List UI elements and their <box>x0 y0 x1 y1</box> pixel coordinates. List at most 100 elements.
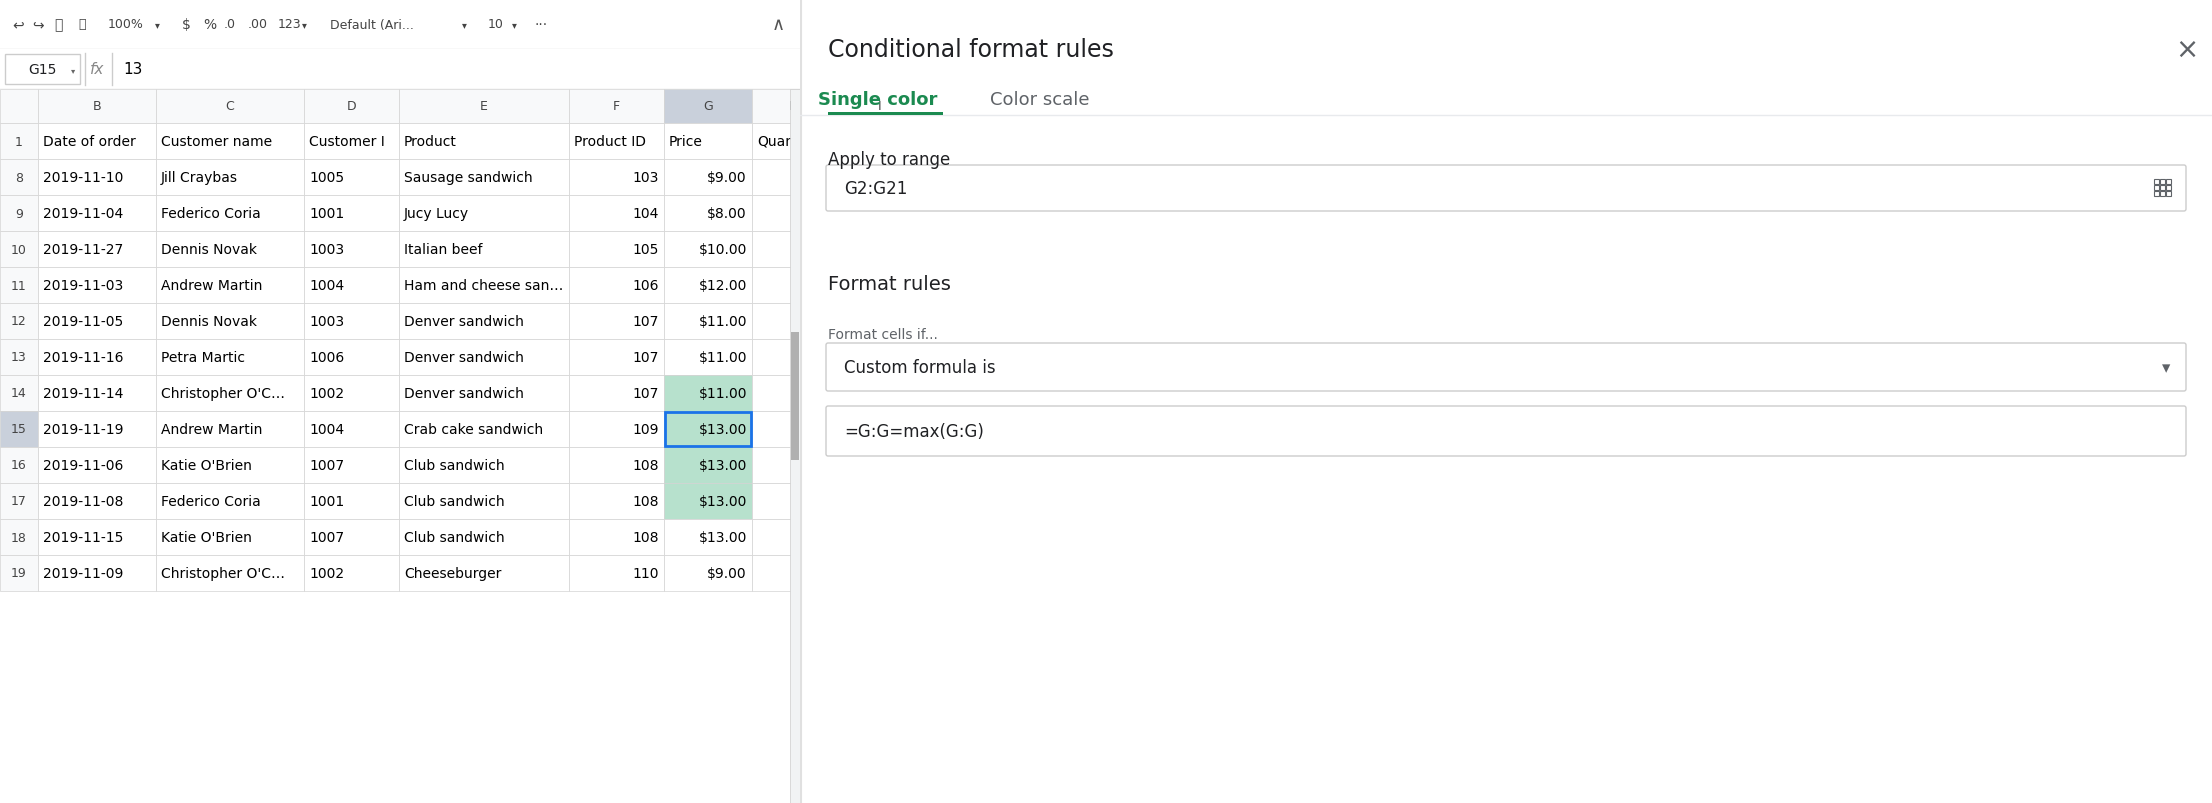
Text: .0: .0 <box>223 18 237 31</box>
Bar <box>834 232 927 267</box>
Bar <box>834 556 927 591</box>
Text: 10: 10 <box>489 18 504 31</box>
Text: 2019-11-19: 2019-11-19 <box>42 422 124 437</box>
Bar <box>157 196 303 232</box>
Bar <box>303 124 398 160</box>
Text: 123: 123 <box>279 18 301 31</box>
Bar <box>303 483 398 520</box>
Bar <box>303 556 398 591</box>
Text: $11.00: $11.00 <box>699 386 748 401</box>
Bar <box>568 340 664 376</box>
Text: 1007: 1007 <box>310 459 345 472</box>
Bar <box>0 447 38 483</box>
Text: 10: 10 <box>11 243 27 256</box>
Text: 106: 106 <box>633 279 659 292</box>
Bar <box>752 340 834 376</box>
Text: D: D <box>347 100 356 113</box>
Text: 1001: 1001 <box>310 495 345 508</box>
Text: G: G <box>703 100 712 113</box>
Text: 1002: 1002 <box>310 386 345 401</box>
Text: Apply to range: Apply to range <box>827 151 951 169</box>
Text: Sausage sandwich: Sausage sandwich <box>405 171 533 185</box>
Bar <box>38 411 157 447</box>
Bar <box>568 411 664 447</box>
Bar <box>752 520 834 556</box>
Text: 1004: 1004 <box>310 422 345 437</box>
Bar <box>0 267 38 304</box>
Text: $26.00: $26.00 <box>872 459 920 472</box>
Text: 107: 107 <box>633 351 659 365</box>
Text: Customer I: Customer I <box>310 135 385 149</box>
Text: 2019-11-06: 2019-11-06 <box>42 459 124 472</box>
Text: Format cells if...: Format cells if... <box>827 328 938 341</box>
Bar <box>568 160 664 196</box>
Text: .00: .00 <box>248 18 268 31</box>
Bar <box>157 520 303 556</box>
Text: Andrew Martin: Andrew Martin <box>161 279 263 292</box>
Bar <box>752 160 834 196</box>
Text: Quantity: Quantity <box>757 135 816 149</box>
Text: Cheeseburger: Cheeseburger <box>405 566 502 581</box>
Text: $39.00: $39.00 <box>872 422 920 437</box>
Bar <box>2159 192 2166 197</box>
Bar <box>664 304 752 340</box>
Bar <box>664 232 752 267</box>
Bar <box>664 556 752 591</box>
Bar <box>398 160 568 196</box>
Bar <box>568 556 664 591</box>
Text: $11.00: $11.00 <box>699 315 748 328</box>
Bar <box>664 376 752 411</box>
Bar <box>157 411 303 447</box>
Bar <box>303 447 398 483</box>
Text: Dennis Novak: Dennis Novak <box>161 315 257 328</box>
Bar <box>303 411 398 447</box>
Text: ∧: ∧ <box>772 16 785 34</box>
Bar <box>157 304 303 340</box>
Text: ▾: ▾ <box>155 20 159 30</box>
Bar <box>303 232 398 267</box>
Text: $9.00: $9.00 <box>880 566 920 581</box>
Text: 6: 6 <box>821 495 830 508</box>
Bar <box>303 376 398 411</box>
Bar <box>0 160 38 196</box>
Text: 2: 2 <box>821 386 830 401</box>
Text: 5: 5 <box>821 243 830 257</box>
Text: Christopher O'C…: Christopher O'C… <box>161 386 285 401</box>
Bar <box>38 160 157 196</box>
Bar <box>157 376 303 411</box>
Text: Denver sandwich: Denver sandwich <box>405 315 524 328</box>
Bar <box>752 196 834 232</box>
Text: Italian beef: Italian beef <box>405 243 482 257</box>
Bar <box>38 376 157 411</box>
Bar <box>303 90 398 124</box>
Text: 14: 14 <box>11 387 27 400</box>
Bar <box>2166 185 2170 191</box>
Text: ▾: ▾ <box>511 20 518 30</box>
Bar <box>0 124 38 160</box>
Text: 2019-11-09: 2019-11-09 <box>42 566 124 581</box>
Text: $9.00: $9.00 <box>708 171 748 185</box>
Bar <box>834 90 927 124</box>
Text: $48.00: $48.00 <box>872 206 920 221</box>
Bar <box>827 113 942 116</box>
Text: $11.00: $11.00 <box>699 351 748 365</box>
Bar <box>398 340 568 376</box>
Text: 13: 13 <box>11 351 27 364</box>
Bar <box>834 483 927 520</box>
Text: 2019-11-03: 2019-11-03 <box>42 279 124 292</box>
Text: 8: 8 <box>15 171 22 184</box>
Text: 103: 103 <box>633 171 659 185</box>
Text: Petra Martic: Petra Martic <box>161 351 246 365</box>
Bar <box>664 124 752 160</box>
Bar <box>303 520 398 556</box>
Text: $13.00: $13.00 <box>699 422 748 437</box>
Text: ···: ··· <box>535 18 549 32</box>
Text: Denver sandwich: Denver sandwich <box>405 386 524 401</box>
Bar <box>398 411 568 447</box>
Text: Total price: Total price <box>838 135 911 149</box>
Text: 2019-11-14: 2019-11-14 <box>42 386 124 401</box>
Text: ▾: ▾ <box>462 20 467 30</box>
Text: 108: 108 <box>633 530 659 544</box>
Text: $54.00: $54.00 <box>874 171 920 185</box>
Bar <box>834 520 927 556</box>
